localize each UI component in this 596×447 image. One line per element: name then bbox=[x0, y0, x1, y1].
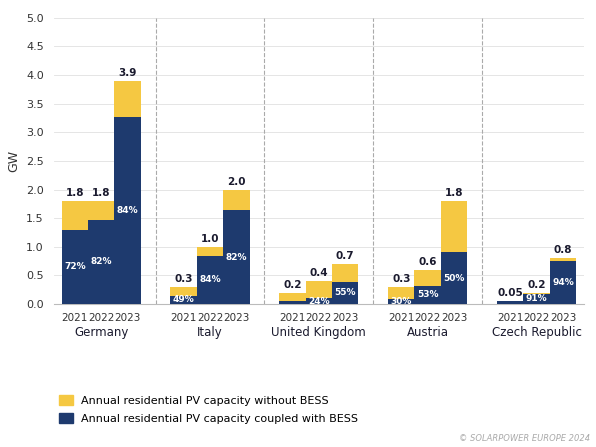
Bar bbox=[280, 292, 306, 301]
Text: 0.3: 0.3 bbox=[392, 274, 411, 284]
Text: 49%: 49% bbox=[173, 295, 194, 304]
Bar bbox=[550, 258, 576, 261]
Bar bbox=[280, 301, 306, 304]
Text: 0.2: 0.2 bbox=[527, 280, 546, 290]
Bar bbox=[523, 294, 550, 304]
Bar bbox=[197, 247, 224, 256]
Text: 0.6: 0.6 bbox=[418, 257, 437, 267]
Text: 0.8: 0.8 bbox=[554, 245, 572, 255]
Bar bbox=[497, 301, 523, 304]
Bar bbox=[61, 201, 88, 230]
Text: 91%: 91% bbox=[526, 294, 547, 303]
Bar bbox=[224, 190, 250, 210]
Text: 0.05: 0.05 bbox=[497, 288, 523, 298]
Bar bbox=[197, 256, 224, 304]
Legend: Annual residential PV capacity without BESS, Annual residential PV capacity coup: Annual residential PV capacity without B… bbox=[59, 395, 358, 424]
Text: 3.9: 3.9 bbox=[119, 68, 137, 78]
Text: 94%: 94% bbox=[552, 278, 574, 287]
Bar bbox=[170, 295, 197, 304]
Text: © SOLARPOWER EUROPE 2024: © SOLARPOWER EUROPE 2024 bbox=[459, 434, 590, 443]
Text: 1.0: 1.0 bbox=[201, 234, 219, 244]
Bar bbox=[170, 287, 197, 295]
Bar bbox=[114, 117, 141, 304]
Bar bbox=[88, 219, 114, 304]
Text: 50%: 50% bbox=[443, 274, 465, 283]
Text: 0.3: 0.3 bbox=[175, 274, 193, 284]
Text: 24%: 24% bbox=[308, 297, 330, 306]
Text: 0.4: 0.4 bbox=[309, 268, 328, 278]
Text: Austria: Austria bbox=[406, 326, 449, 339]
Text: 0.7: 0.7 bbox=[336, 251, 355, 261]
Text: 1.8: 1.8 bbox=[66, 188, 84, 198]
Bar bbox=[224, 210, 250, 304]
Text: 0.2: 0.2 bbox=[283, 280, 302, 290]
Text: 84%: 84% bbox=[199, 275, 221, 284]
Y-axis label: GW: GW bbox=[8, 150, 21, 172]
Text: Czech Republic: Czech Republic bbox=[492, 326, 582, 339]
Bar bbox=[306, 299, 332, 304]
Bar bbox=[114, 81, 141, 117]
Bar bbox=[61, 230, 88, 304]
Text: 55%: 55% bbox=[334, 288, 356, 297]
Bar bbox=[523, 292, 550, 294]
Bar bbox=[388, 299, 414, 304]
Bar bbox=[332, 264, 358, 282]
Text: Italy: Italy bbox=[197, 326, 223, 339]
Text: 1.8: 1.8 bbox=[92, 188, 110, 198]
Text: 1.8: 1.8 bbox=[445, 188, 463, 198]
Bar bbox=[441, 253, 467, 304]
Bar bbox=[88, 201, 114, 219]
Text: 2.0: 2.0 bbox=[227, 177, 246, 187]
Bar bbox=[441, 201, 467, 253]
Bar bbox=[414, 270, 441, 286]
Bar bbox=[306, 281, 332, 299]
Bar bbox=[332, 282, 358, 304]
Text: 30%: 30% bbox=[390, 297, 412, 306]
Text: 82%: 82% bbox=[226, 253, 247, 261]
Bar bbox=[550, 261, 576, 304]
Text: 53%: 53% bbox=[417, 291, 439, 299]
Text: 82%: 82% bbox=[91, 257, 112, 266]
Text: 84%: 84% bbox=[117, 206, 138, 215]
Bar bbox=[414, 286, 441, 304]
Bar bbox=[388, 287, 414, 299]
Text: Germany: Germany bbox=[74, 326, 128, 339]
Text: 72%: 72% bbox=[64, 262, 86, 271]
Text: United Kingdom: United Kingdom bbox=[272, 326, 366, 339]
